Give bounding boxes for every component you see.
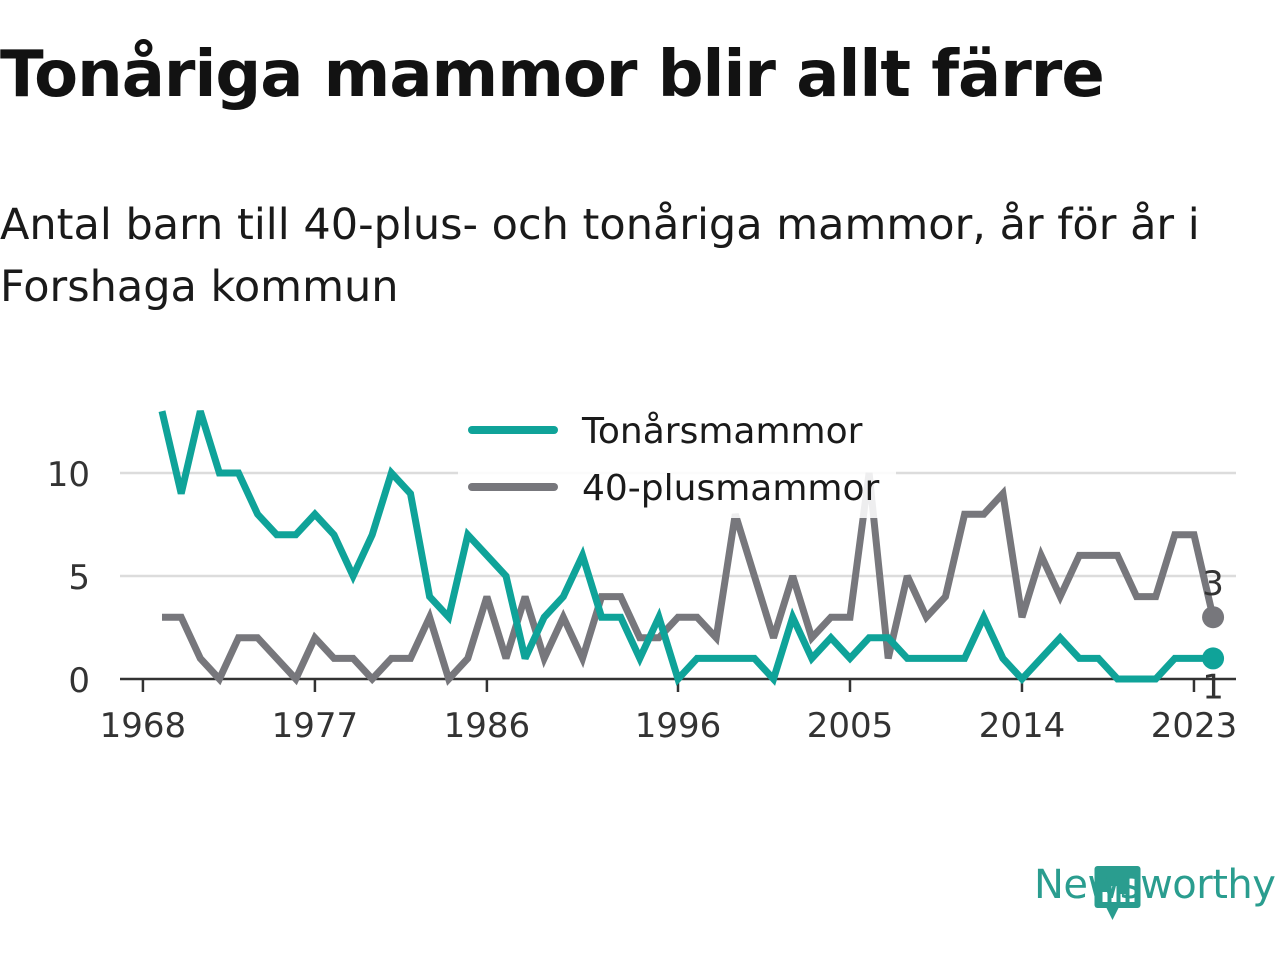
newsworthy-logo-icon [1094,866,1141,920]
x-tick-label: 1968 [100,706,187,746]
chart-title: Tonåriga mammor blir allt färre [0,38,1105,112]
legend-label: 40-plusmammor [582,468,880,509]
brand-name: Newsworthy [1034,862,1276,908]
y-tick-label: 10 [47,455,90,495]
x-tick-label: 1986 [444,706,531,746]
end-point-tonarsmammor [1202,647,1225,670]
x-tick-label: 1977 [272,706,359,746]
chart-subtitle: Antal barn till 40-plus- och tonåriga ma… [0,200,1200,312]
y-tick-label: 0 [68,661,90,701]
x-tick-label: 1996 [635,706,722,746]
end-label: 1 [1202,667,1224,707]
legend-label: Tonårsmammor [581,411,863,452]
series-line-tonarsmammor [158,410,1214,686]
x-tick-label: 2014 [979,706,1066,746]
end-label: 3 [1202,564,1224,604]
y-tick-label: 5 [68,558,90,598]
x-tick-label: 2005 [807,706,894,746]
x-tick-label: 2023 [1151,706,1238,746]
end-point-40-plusmammor [1202,606,1225,629]
series-line-40-plusmammor [162,472,1217,686]
legend-background [458,400,896,518]
